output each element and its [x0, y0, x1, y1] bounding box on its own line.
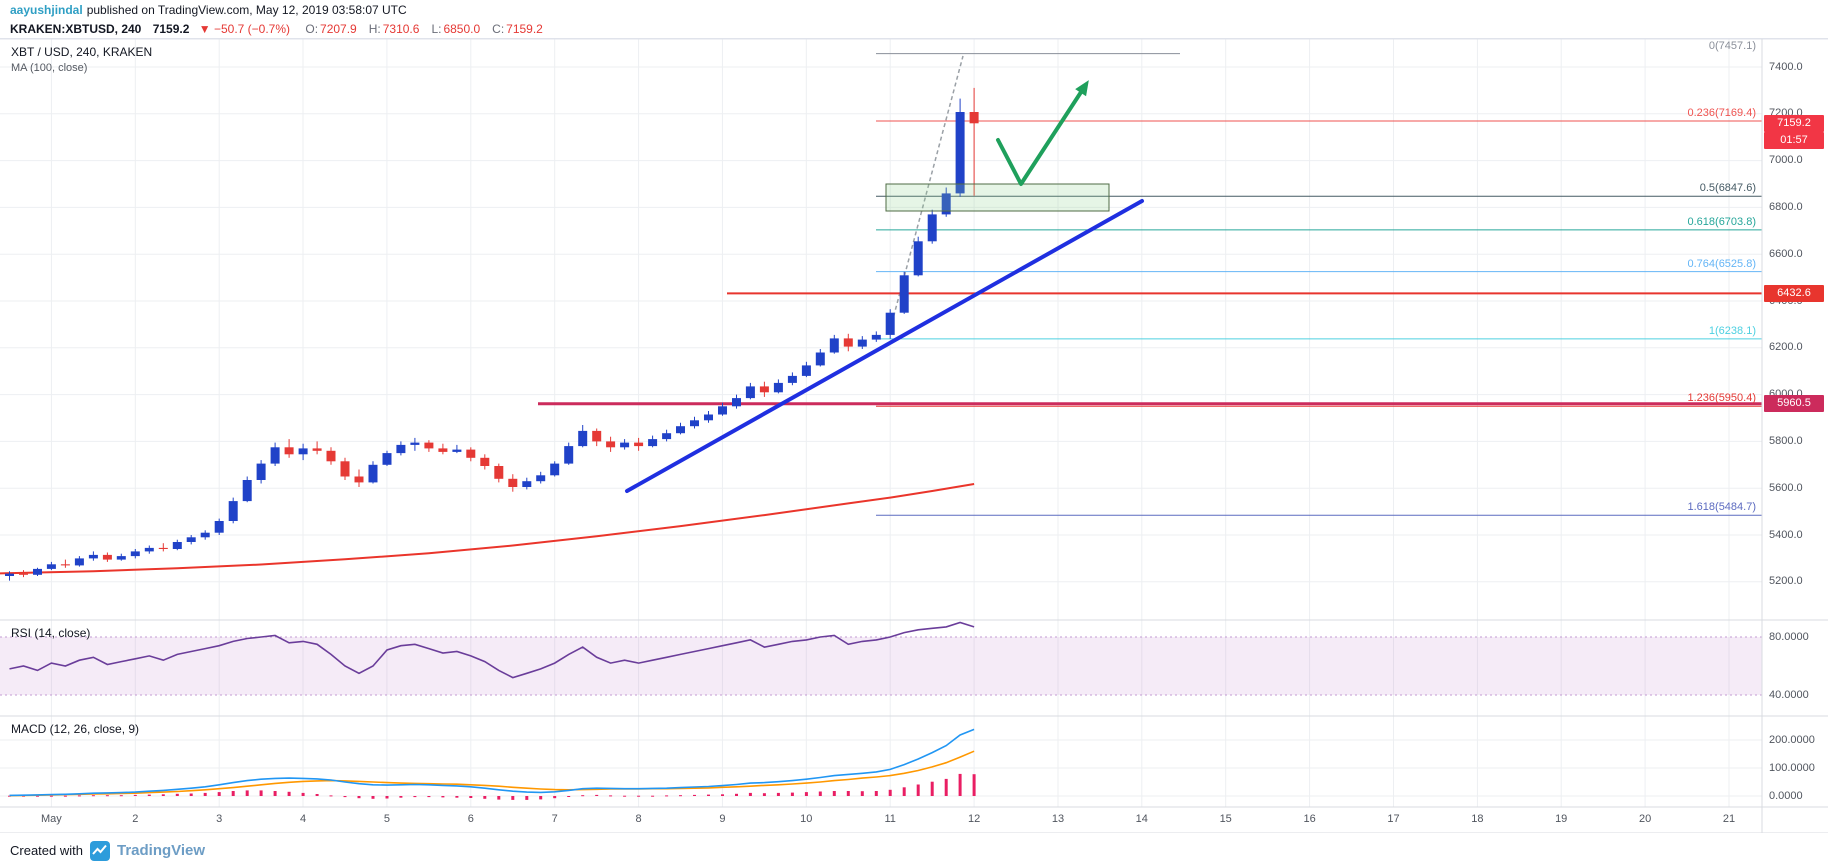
time-axis-label: 18	[1471, 813, 1484, 825]
rsi-axis-tick: 40.0000	[1769, 688, 1809, 701]
price-axis-tick: 5800.0	[1769, 434, 1803, 447]
time-axis-label: 10	[800, 813, 813, 825]
rsi-axis-tick: 80.0000	[1769, 630, 1809, 643]
macd-axis-tick: 200.0000	[1769, 733, 1815, 746]
price-axis-tick: 5200.0	[1769, 575, 1803, 588]
fib-level-label: 1(6238.1)	[1708, 324, 1756, 337]
fib-level-label: 1.236(5950.4)	[1687, 392, 1757, 405]
main-pane-title[interactable]: XBT / USD, 240, KRAKEN	[11, 45, 153, 59]
time-axis-label: 5	[383, 813, 390, 825]
ohlc-values: O: 7207.9 H: 7310.6 L: 6850.0 C: 7159.2	[293, 22, 543, 36]
time-axis-label: 9	[719, 813, 726, 825]
price-axis-tick: 6600.0	[1769, 247, 1803, 260]
fib-level-label: 0(7457.1)	[1708, 39, 1756, 52]
created-with-text: Created with	[10, 843, 83, 858]
fib-level-label: 1.618(5484.7)	[1687, 501, 1757, 514]
price-axis-tick: 5600.0	[1769, 481, 1803, 494]
header-last-price: 7159.2	[152, 22, 190, 36]
publish-bar: aayushjindal published on TradingView.com…	[0, 0, 1828, 20]
ohlc-key: H:	[368, 22, 381, 36]
symbol-bar: KRAKEN:XBTUSD, 240 7159.2 ▼ −50.7 (−0.7%…	[0, 20, 1828, 39]
tradingview-logo-icon[interactable]	[89, 840, 110, 861]
tradingview-wordmark[interactable]: TradingView	[116, 842, 206, 859]
time-axis-label: 16	[1303, 813, 1316, 825]
ohlc-key: C:	[492, 22, 505, 36]
time-axis-label: 7	[551, 813, 558, 825]
time-axis-label: 4	[299, 813, 307, 825]
ohlc-key: L:	[431, 22, 442, 36]
time-axis-label: 13	[1051, 813, 1065, 825]
main-pane-header: XBT / USD, 240, KRAKEN MA (100, close)	[11, 45, 152, 74]
time-axis-label: 19	[1555, 813, 1568, 825]
fib-level-label: 0.236(7169.4)	[1687, 107, 1757, 119]
fib-level-label: 0.764(6525.8)	[1687, 257, 1757, 270]
macd-axis-tick: 0.0000	[1769, 789, 1803, 802]
price-axis-tick: 6800.0	[1769, 200, 1803, 213]
time-axis-label: 15	[1219, 813, 1232, 825]
price-axis-tick: 6200.0	[1769, 341, 1803, 354]
header-price-change: ▼ −50.7 (−0.7%)	[198, 22, 291, 36]
time-axis-label: May	[41, 813, 62, 825]
time-axis-label: 3	[216, 813, 223, 825]
price-axis[interactable]	[1762, 39, 1828, 833]
time-axis-label: 8	[635, 813, 642, 825]
ohlc-value: 7310.6	[382, 22, 420, 36]
fib-level-label: 0.5(6847.6)	[1699, 182, 1756, 195]
username-link[interactable]: aayushjindal	[10, 3, 83, 17]
time-axis[interactable]	[0, 807, 1762, 833]
time-axis-label: 17	[1387, 813, 1400, 825]
ohlc-value: 7207.9	[320, 22, 357, 36]
ma-indicator-label[interactable]: MA (100, close)	[11, 62, 88, 74]
macd-axis-tick: 100.0000	[1769, 761, 1815, 774]
price-axis-tick: 7400.0	[1769, 60, 1803, 73]
fib-level-label: 0.618(6703.8)	[1687, 215, 1757, 228]
publish-text: published on TradingView.com, May 12, 20…	[86, 3, 407, 17]
macd-indicator-label[interactable]: MACD (12, 26, close, 9)	[11, 722, 140, 736]
ohlc-value: 6850.0	[443, 22, 481, 36]
footer-bar: Created with TradingView	[0, 833, 1828, 868]
price-axis-tick: 7000.0	[1769, 154, 1803, 167]
symbol-name[interactable]: KRAKEN:XBTUSD, 240	[10, 22, 142, 36]
bar-countdown-badge: 01:57	[1764, 131, 1824, 149]
time-axis-label: 6	[467, 813, 474, 825]
last-price-badge: 7159.2	[1764, 114, 1824, 132]
price-line-badge[interactable]: 5960.5	[1764, 395, 1824, 413]
price-axis-tick: 5400.0	[1769, 528, 1803, 541]
ohlc-key: O:	[305, 22, 319, 36]
price-line-badge[interactable]: 6432.6	[1764, 284, 1824, 302]
rsi-indicator-label[interactable]: RSI (14, close)	[11, 626, 91, 640]
time-axis-label: 20	[1638, 813, 1652, 825]
time-axis-label: 21	[1722, 813, 1736, 825]
ohlc-value: 7159.2	[506, 22, 543, 36]
time-axis-label: 11	[884, 813, 896, 825]
time-axis-label: 2	[132, 813, 139, 825]
time-axis-label: 12	[967, 813, 981, 825]
time-axis-label: 14	[1135, 813, 1148, 825]
